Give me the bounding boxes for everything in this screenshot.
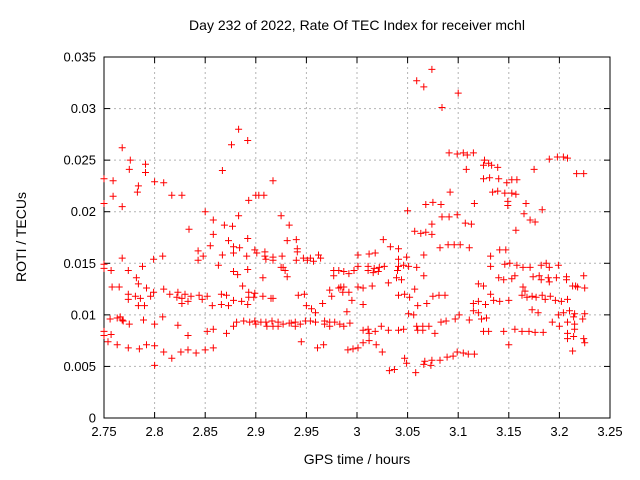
x-tick-label: 3.2 xyxy=(550,424,568,439)
x-tick-label: 2.9 xyxy=(247,424,265,439)
y-tick-label: 0.005 xyxy=(63,359,96,374)
x-tick-label: 2.85 xyxy=(193,424,218,439)
x-tick-label: 3.25 xyxy=(597,424,622,439)
data-points xyxy=(100,65,589,377)
x-axis-label: GPS time / hours xyxy=(303,451,411,467)
x-tick-label: 2.8 xyxy=(146,424,164,439)
x-tick-label: 2.75 xyxy=(91,424,116,439)
y-tick-label: 0 xyxy=(89,411,96,426)
x-tick-label: 3 xyxy=(353,424,360,439)
x-tick-label: 2.95 xyxy=(294,424,319,439)
y-tick-label: 0.025 xyxy=(63,153,96,168)
x-tick-label: 3.1 xyxy=(449,424,467,439)
y-tick-label: 0.02 xyxy=(71,204,96,219)
x-tick-label: 3.15 xyxy=(496,424,521,439)
chart-title: Day 232 of 2022, Rate Of TEC Index for r… xyxy=(189,17,525,33)
y-tick-label: 0.015 xyxy=(63,256,96,271)
x-tick-label: 3.05 xyxy=(395,424,420,439)
y-tick-label: 0.03 xyxy=(71,101,96,116)
y-tick-label: 0.035 xyxy=(63,50,96,65)
y-tick-label: 0.01 xyxy=(71,307,96,322)
